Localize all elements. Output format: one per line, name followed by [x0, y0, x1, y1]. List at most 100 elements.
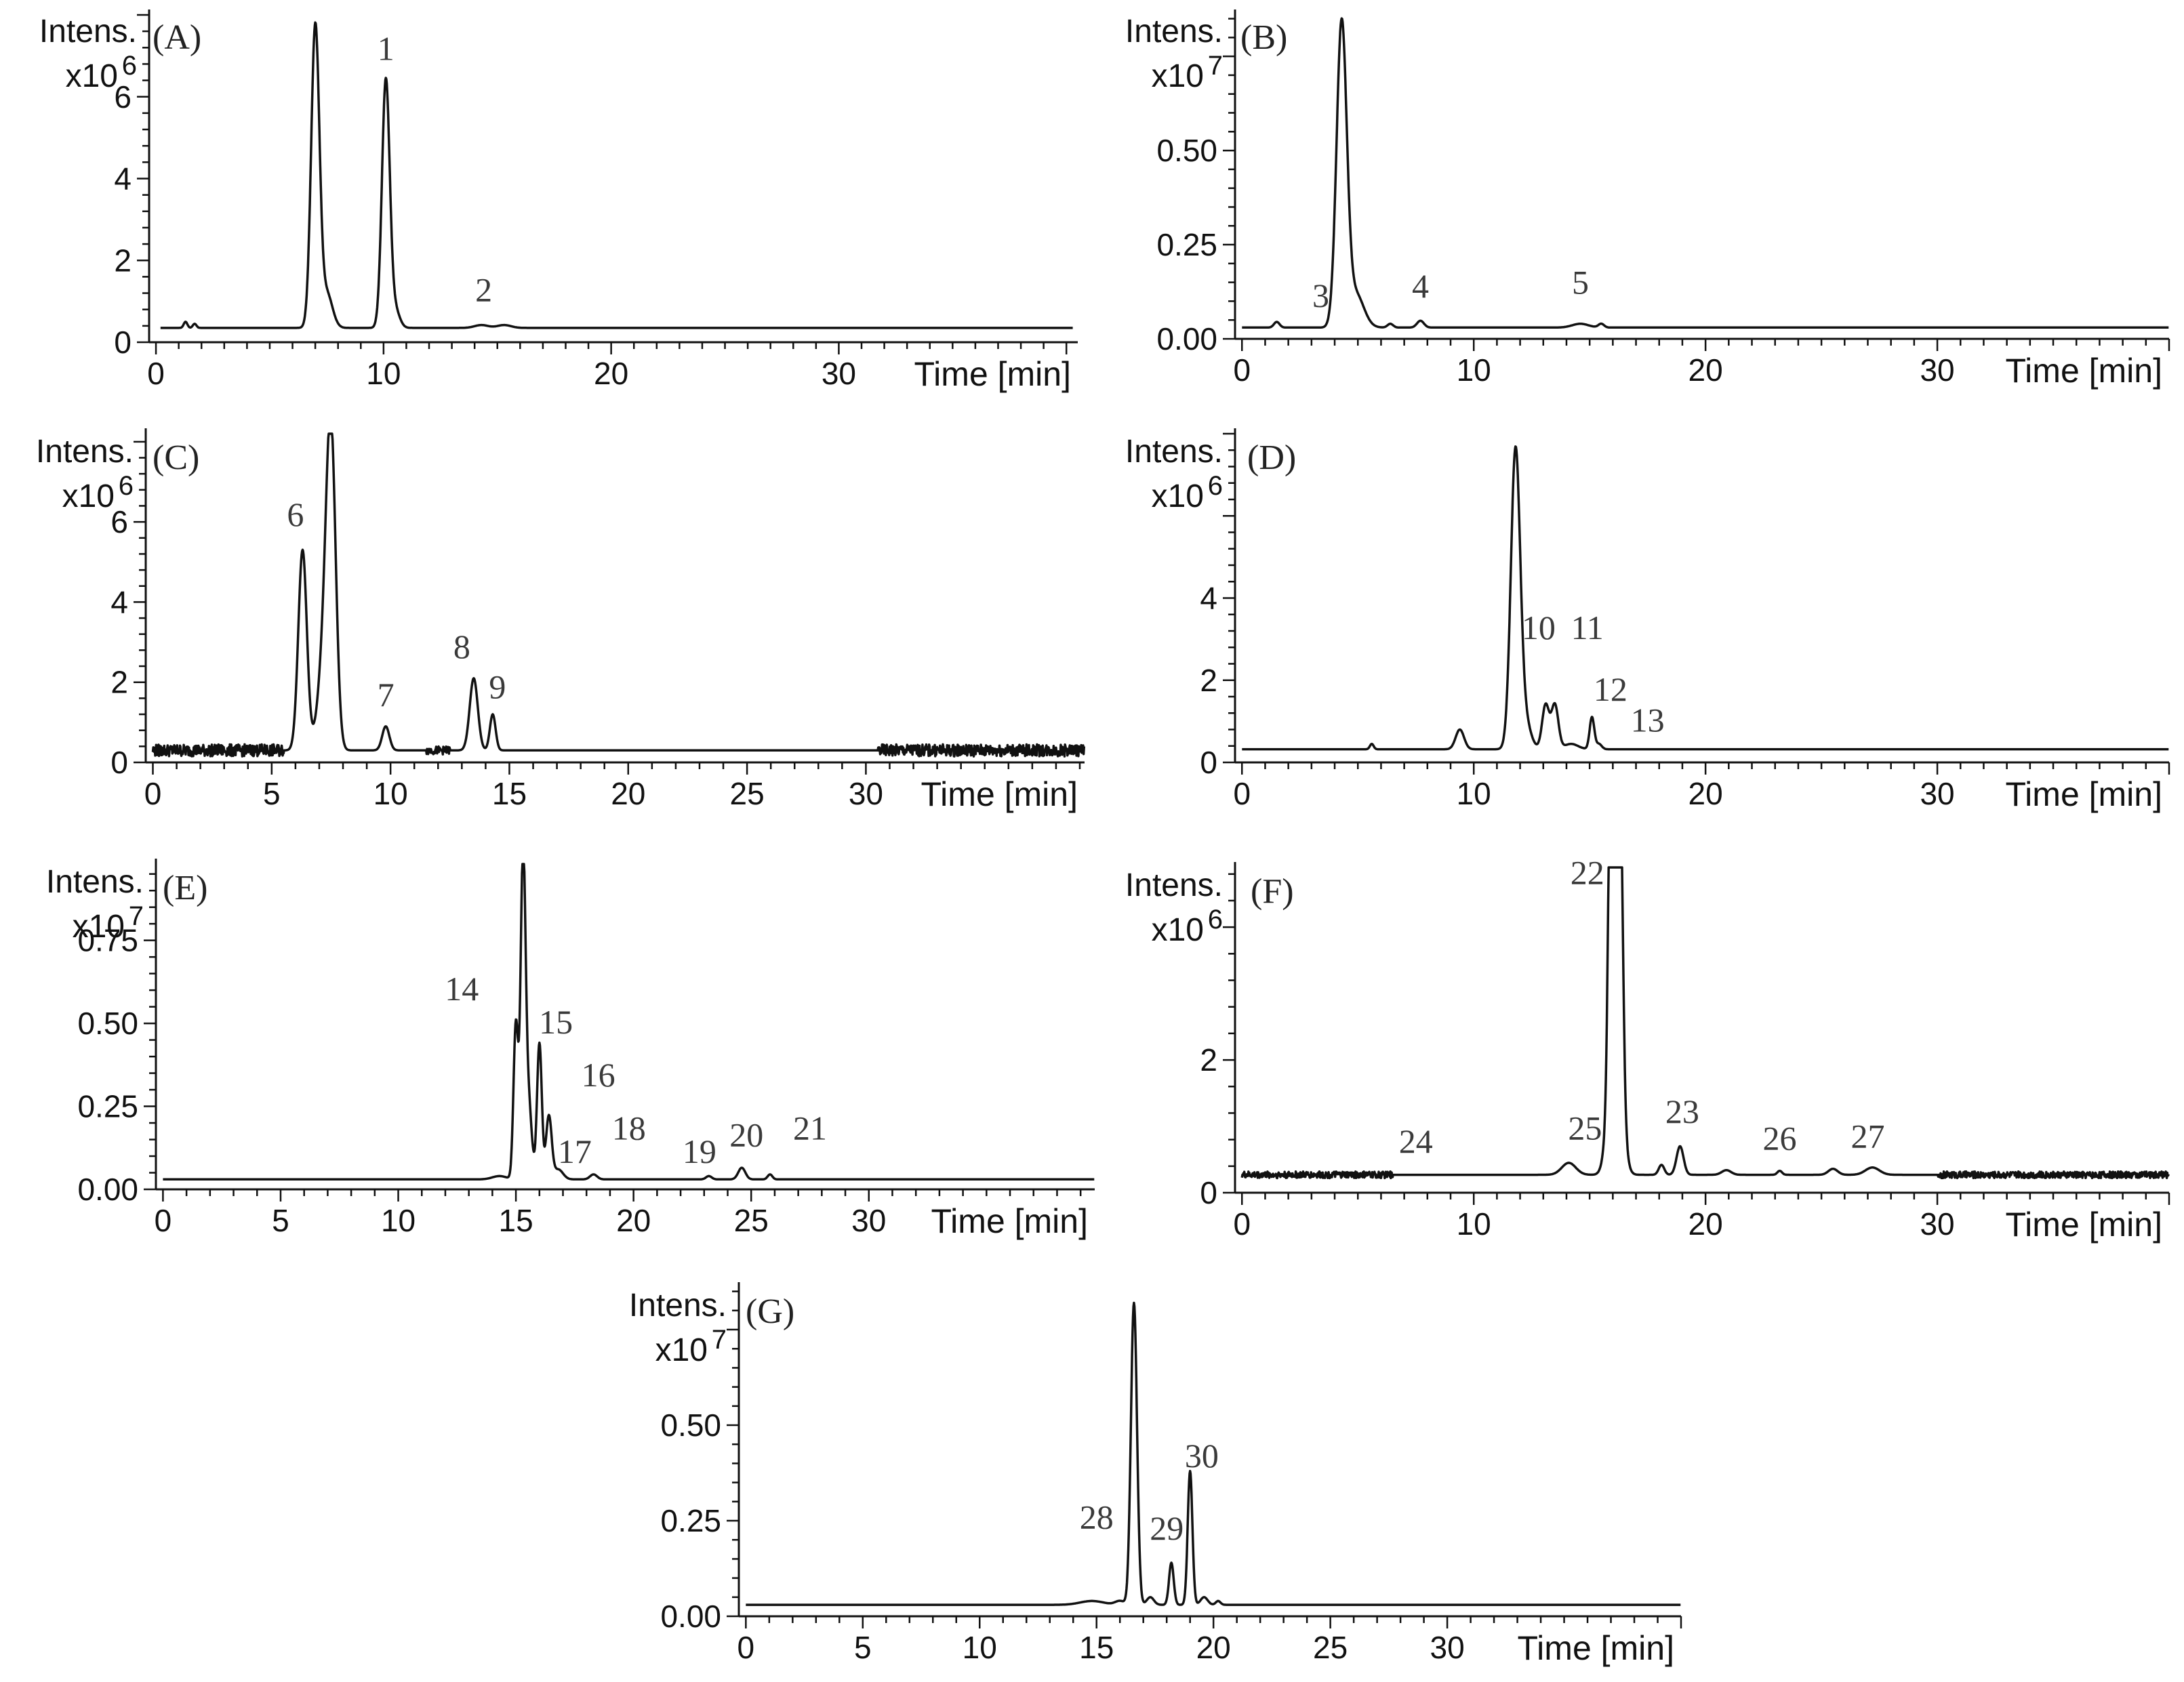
x-tick-label: 10 — [963, 1630, 997, 1665]
y-tick-label: 4 — [114, 161, 132, 197]
peak-label: 10 — [1522, 609, 1556, 647]
panel-label: (F) — [1251, 872, 1294, 911]
peak-label: 30 — [1185, 1437, 1219, 1475]
peak-label: 28 — [1080, 1498, 1114, 1536]
x-axis-label: Time [min] — [1518, 1629, 1675, 1667]
chart-panel-4: 0 10 20 30 Time [min] 0 2 4 Intens. x10 6 (D) 10 11 12… — [1125, 428, 2170, 813]
peak-label: 17 — [558, 1132, 592, 1170]
y-tick-label: 0.00 — [1156, 321, 1217, 356]
peak-label: 8 — [453, 628, 470, 665]
x-tick-label: 0 — [737, 1630, 755, 1665]
chromatogram-trace — [162, 863, 1095, 1181]
y-tick-label: 2 — [1200, 1042, 1217, 1078]
y-tick-label: 0 — [110, 745, 128, 780]
chart-panel-6: 0 10 20 30 Time [min] 0 2 Intens. x10 6 (F) 22 23 24 2… — [1125, 853, 2170, 1244]
x-tick-label: 10 — [381, 1203, 416, 1238]
y-exponent-power: 6 — [119, 471, 134, 501]
chromatogram-trace — [1240, 866, 2170, 1180]
peak-label: 12 — [1594, 670, 1627, 708]
peak-label: 2 — [475, 271, 492, 309]
x-axis-label: Time [min] — [921, 775, 1078, 813]
x-tick-label: 25 — [734, 1203, 769, 1238]
x-axis-label: Time [min] — [2006, 352, 2163, 390]
peak-label: 16 — [582, 1056, 615, 1094]
x-tick-label: 20 — [1688, 352, 1723, 388]
x-axis-label: Time [min] — [931, 1202, 1089, 1240]
x-tick-label: 5 — [854, 1630, 872, 1665]
peak-label: 29 — [1150, 1509, 1184, 1547]
y-axis-label: Intens. — [46, 864, 144, 900]
peak-label: 14 — [445, 970, 479, 1008]
peak-label: 9 — [489, 668, 506, 705]
y-tick-label: 2 — [1200, 663, 1217, 698]
chromatogram-trace — [745, 1301, 1682, 1606]
x-axis-label: Time [min] — [2006, 1206, 2163, 1244]
y-exponent-base: x10 — [73, 909, 125, 945]
x-tick-label: 10 — [1457, 1206, 1491, 1242]
panel-label: (E) — [163, 869, 207, 907]
x-tick-label: 30 — [1920, 1206, 1954, 1242]
x-tick-label: 20 — [1688, 776, 1723, 811]
x-tick-label: 30 — [1920, 352, 1954, 388]
y-axis-label: Intens. — [1125, 434, 1223, 470]
y-axis-label: Intens. — [1125, 14, 1223, 49]
y-tick-label: 0.25 — [1156, 227, 1217, 262]
panel-label: (D) — [1247, 438, 1296, 477]
x-tick-label: 30 — [1430, 1630, 1465, 1665]
y-tick-label: 0.50 — [660, 1408, 721, 1443]
peak-label: 27 — [1851, 1117, 1884, 1155]
x-tick-label: 20 — [1688, 1206, 1723, 1242]
y-tick-label: 0 — [114, 325, 132, 360]
y-tick-label: 2 — [114, 243, 132, 278]
panel-label: (G) — [746, 1292, 794, 1331]
y-exponent-base: x10 — [1152, 912, 1204, 948]
peak-label: 21 — [793, 1109, 827, 1147]
x-tick-label: 15 — [1079, 1630, 1114, 1665]
x-tick-label: 5 — [272, 1203, 289, 1238]
chromatogram-trace — [1241, 17, 2170, 329]
x-tick-label: 30 — [851, 1203, 886, 1238]
x-tick-label: 0 — [1233, 1206, 1251, 1242]
y-exponent-power: 6 — [1208, 471, 1223, 501]
x-axis-label: Time [min] — [914, 355, 1072, 393]
peak-label: 1 — [378, 29, 395, 67]
x-tick-label: 30 — [822, 356, 856, 391]
panel-label: (C) — [153, 438, 199, 477]
y-tick-label: 0.25 — [77, 1089, 138, 1124]
x-tick-label: 10 — [366, 356, 401, 391]
chromatogram-trace — [1241, 445, 2170, 751]
peak-label: 7 — [378, 676, 395, 714]
peak-label: 15 — [539, 1003, 573, 1041]
x-tick-label: 10 — [1457, 776, 1491, 811]
y-exponent-base: x10 — [1152, 478, 1204, 514]
peak-label: 23 — [1665, 1092, 1699, 1130]
peak-label: 19 — [683, 1132, 716, 1170]
y-tick-label: 0.75 — [77, 923, 138, 958]
peak-label: 20 — [729, 1115, 763, 1153]
y-tick-label: 4 — [1200, 581, 1217, 616]
x-tick-label: 0 — [155, 1203, 172, 1238]
y-axis-label: Intens. — [36, 434, 134, 470]
y-tick-label: 4 — [110, 584, 128, 619]
y-tick-label: 0 — [1200, 1175, 1217, 1210]
x-tick-label: 25 — [1313, 1630, 1348, 1665]
x-tick-label: 0 — [1233, 776, 1251, 811]
y-tick-label: 0 — [1200, 745, 1217, 780]
y-exponent-base: x10 — [655, 1332, 708, 1368]
x-tick-label: 30 — [849, 776, 883, 811]
chart-panel-2: 0 10 20 30 Time [min] 0.00 0.25 0.50 Intens. x10 7… — [1125, 9, 2170, 390]
x-tick-label: 20 — [611, 776, 645, 811]
y-exponent-power: 7 — [712, 1325, 727, 1355]
y-exponent-power: 6 — [1208, 905, 1223, 935]
y-exponent-power: 7 — [129, 901, 144, 931]
x-tick-label: 20 — [1196, 1630, 1231, 1665]
panel-label: (B) — [1240, 18, 1287, 57]
panel-label: (A) — [153, 18, 201, 57]
peak-label: 25 — [1568, 1109, 1602, 1147]
y-axis-label: Intens. — [629, 1288, 727, 1324]
y-tick-label: 0.50 — [1156, 133, 1217, 168]
y-exponent-base: x10 — [66, 58, 118, 94]
y-exponent-power: 7 — [1208, 51, 1223, 81]
